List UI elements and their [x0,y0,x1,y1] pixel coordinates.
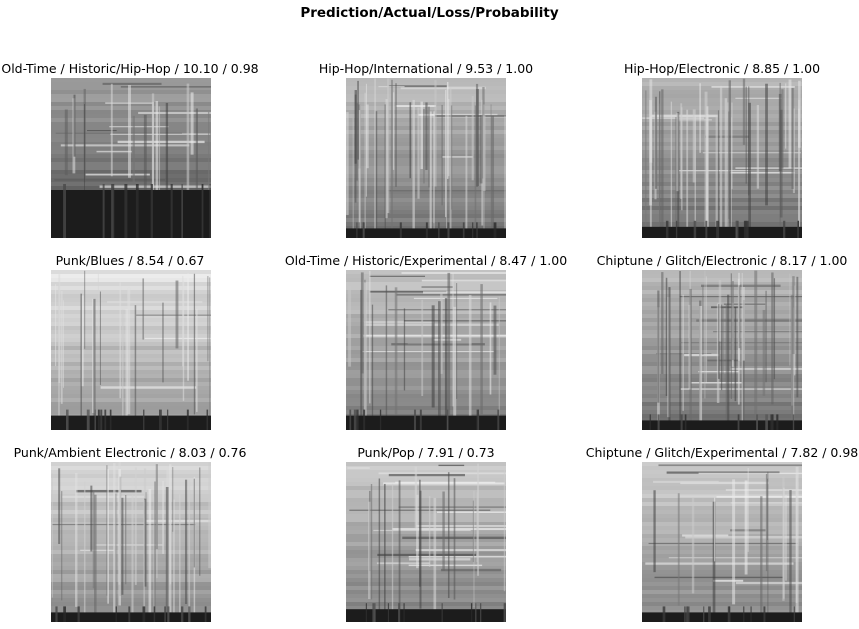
spectrogram-image-1 [51,78,211,238]
panel-title-2: Hip-Hop/International / 9.53 / 1.00 [318,61,534,76]
panel-title-3: Hip-Hop/Electronic / 8.85 / 1.00 [623,61,821,76]
spectrogram-image-7 [51,462,211,622]
figure-suptitle: Prediction/Actual/Loss/Probability [300,5,559,21]
spectrogram-image-9 [642,462,802,622]
panel-title-1: Old-Time / Historic/Hip-Hop / 10.10 / 0.… [1,61,259,76]
spectrogram-image-6 [642,270,802,430]
panel-title-4: Punk/Blues / 8.54 / 0.67 [55,253,205,268]
spectrogram-image-5 [346,270,506,430]
spectrogram-image-4 [51,270,211,430]
spectrogram-image-2 [346,78,506,238]
panel-title-6: Chiptune / Glitch/Electronic / 8.17 / 1.… [596,253,848,268]
panel-title-9: Chiptune / Glitch/Experimental / 7.82 / … [585,445,859,460]
spectrogram-image-8 [346,462,506,622]
panel-title-8: Punk/Pop / 7.91 / 0.73 [357,445,495,460]
panel-title-5: Old-Time / Historic/Experimental / 8.47 … [284,253,568,268]
spectrogram-image-3 [642,78,802,238]
panel-title-7: Punk/Ambient Electronic / 8.03 / 0.76 [13,445,247,460]
